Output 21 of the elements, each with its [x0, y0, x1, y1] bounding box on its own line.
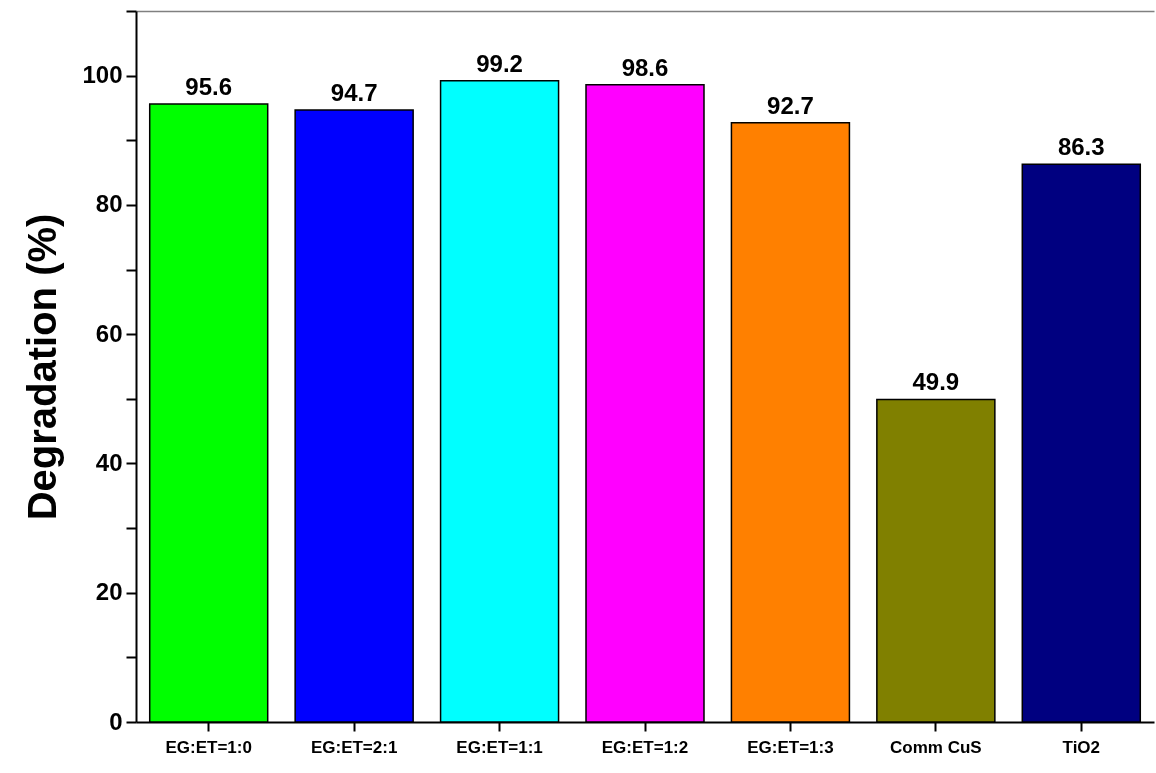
y-tick-label: 20 — [95, 578, 123, 606]
x-tick-label: EG:ET=1:3 — [747, 737, 834, 757]
data-label: 99.2 — [476, 49, 523, 77]
y-axis-title: Degradation (%) — [20, 213, 65, 521]
data-label: 95.6 — [185, 73, 233, 101]
y-tick-label: 60 — [95, 319, 123, 347]
y-tick-label: 100 — [82, 61, 123, 89]
x-tick-label: EG:ET=1:0 — [165, 737, 252, 757]
x-tick-label: TiO2 — [1062, 737, 1101, 757]
data-label: 86.3 — [1057, 133, 1105, 161]
x-tick-label: Comm CuS — [890, 737, 982, 757]
x-tick-label: EG:ET=1:2 — [601, 737, 689, 757]
x-tick-label: EG:ET=2:1 — [310, 737, 398, 757]
data-label: 49.9 — [912, 368, 960, 396]
data-label: 92.7 — [767, 91, 814, 119]
y-tick-label: 0 — [109, 707, 123, 735]
data-label: 94.7 — [330, 78, 378, 106]
y-tick-label: 80 — [95, 190, 123, 218]
x-tick-label: EG:ET=1:1 — [456, 737, 543, 757]
y-tick-label: 40 — [95, 448, 123, 476]
data-label: 98.6 — [621, 53, 669, 81]
